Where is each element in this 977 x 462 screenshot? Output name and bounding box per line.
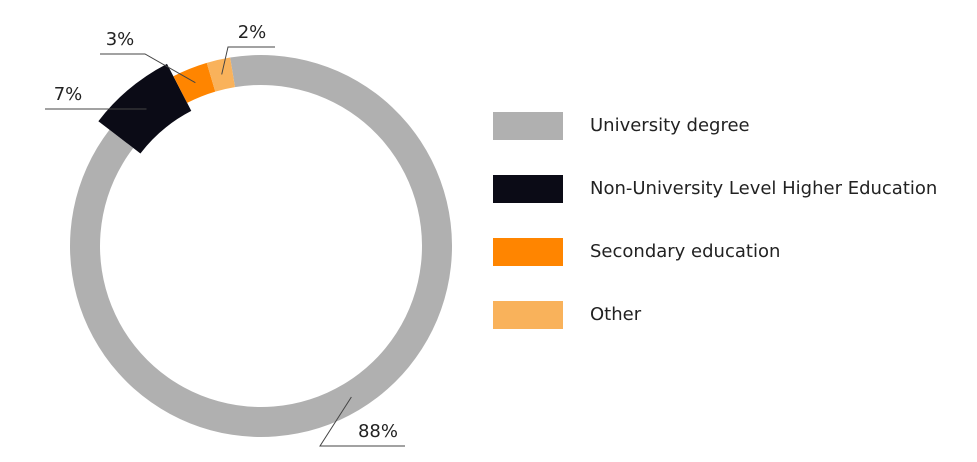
legend-label: Other — [590, 304, 642, 325]
legend-label: Non-University Level Higher Education — [590, 178, 937, 199]
legend-swatch — [493, 112, 563, 140]
legend-swatch — [493, 301, 563, 329]
data-label: 3% — [106, 29, 135, 50]
leader-line — [319, 396, 405, 447]
data-label: 88% — [358, 421, 398, 442]
leader-line — [100, 53, 196, 84]
legend-swatch — [493, 238, 563, 266]
legend-swatch — [493, 175, 563, 203]
legend-label: Secondary education — [590, 241, 780, 262]
donut-segment — [206, 57, 235, 92]
data-label: 7% — [54, 84, 83, 105]
leader-line — [221, 46, 275, 75]
data-label: 2% — [238, 22, 267, 43]
donut-segment — [173, 62, 216, 103]
legend-label: University degree — [590, 115, 750, 136]
